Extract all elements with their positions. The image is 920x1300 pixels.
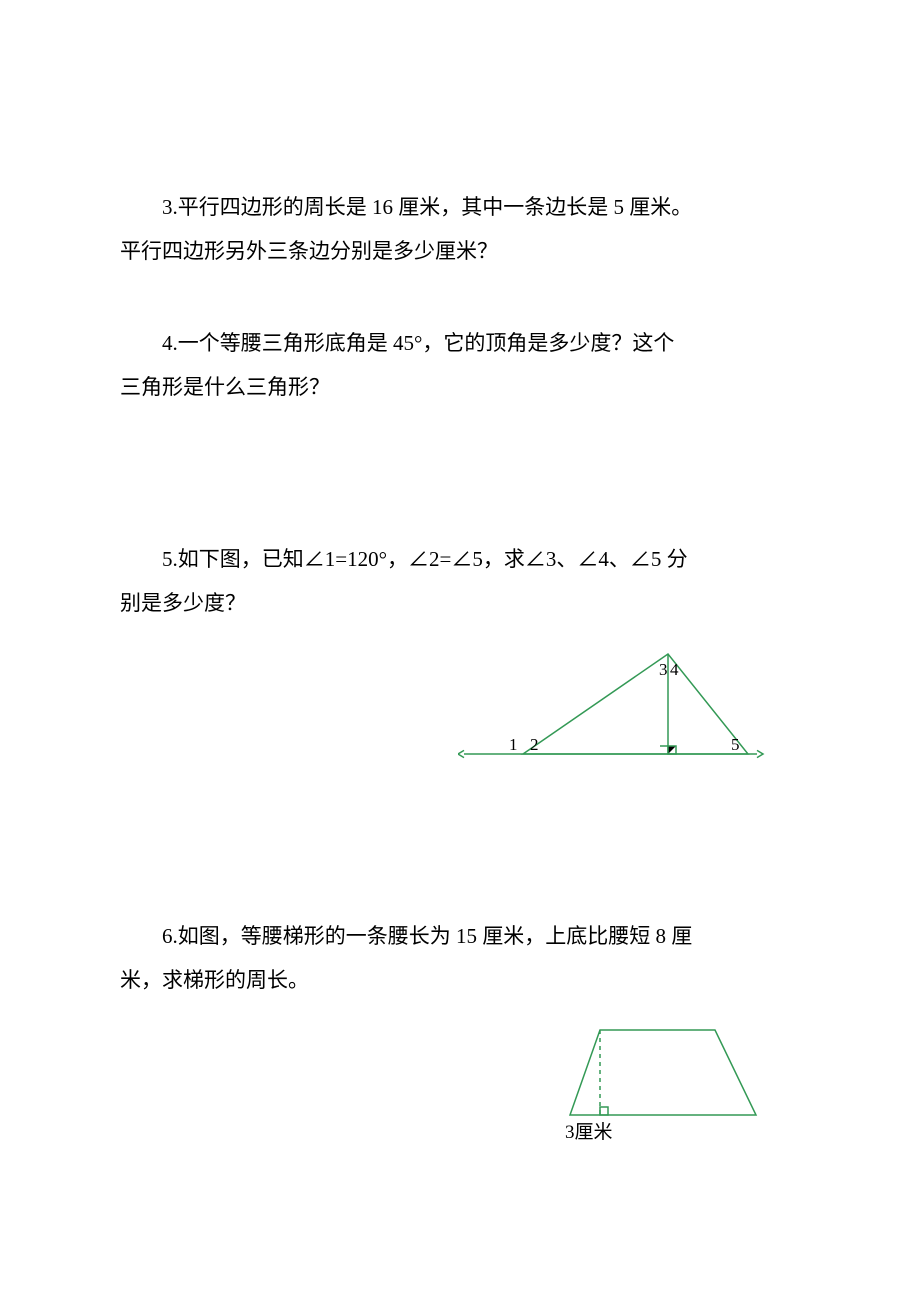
problem-5-line1: 5.如下图，已知∠1=120°，∠2=∠5，求∠3、∠4、∠5 分 [120,537,800,581]
problem-5: 5.如下图，已知∠1=120°，∠2=∠5，求∠3、∠4、∠5 分 别是多少度？ [120,537,800,625]
problem-4-line2: 三角形是什么三角形？ [120,365,800,409]
svg-text:3: 3 [659,660,668,679]
svg-text:5: 5 [731,735,740,754]
problem-6-line1: 6.如图，等腰梯形的一条腰长为 15 厘米，上底比腰短 8 厘 [120,914,800,958]
problem-4-line1: 4.一个等腰三角形底角是 45°，它的顶角是多少度？这个 [120,321,800,365]
svg-text:1: 1 [509,735,518,754]
problem-6: 6.如图，等腰梯形的一条腰长为 15 厘米，上底比腰短 8 厘 米，求梯形的周长… [120,914,800,1002]
problem-6-line2: 米，求梯形的周长。 [120,958,800,1002]
svg-text:4: 4 [670,660,679,679]
problem-3-line2: 平行四边形另外三条边分别是多少厘米？ [120,229,800,273]
problem-6-figure: 3厘米 [120,1020,800,1148]
problem-5-line2: 别是多少度？ [120,581,800,625]
svg-text:3厘米: 3厘米 [565,1121,613,1143]
problem-3: 3.平行四边形的周长是 16 厘米，其中一条边长是 5 厘米。 平行四边形另外三… [120,185,800,273]
problem-5-figure: 12 34 5 [120,644,800,764]
problem-3-line1: 3.平行四边形的周长是 16 厘米，其中一条边长是 5 厘米。 [120,185,800,229]
svg-text:2: 2 [530,735,539,754]
problem-4: 4.一个等腰三角形底角是 45°，它的顶角是多少度？这个 三角形是什么三角形？ [120,321,800,409]
